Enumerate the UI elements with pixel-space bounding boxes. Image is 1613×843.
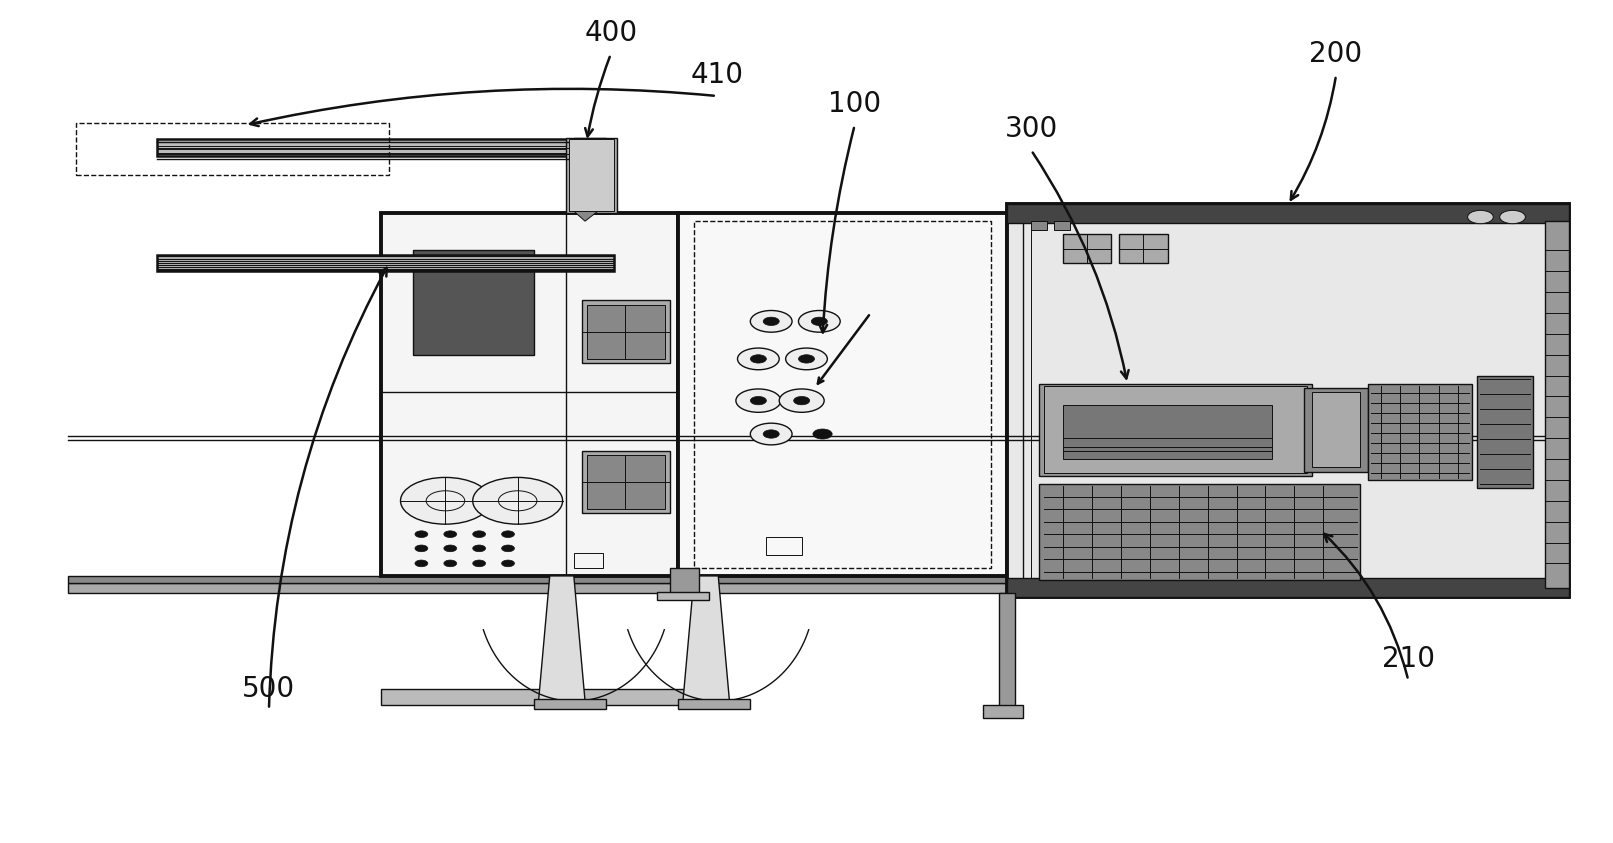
Circle shape — [502, 560, 515, 566]
Circle shape — [750, 355, 766, 363]
Bar — [1303, 388, 1368, 471]
Polygon shape — [539, 576, 586, 701]
Bar — [1044, 386, 1307, 473]
Bar — [413, 250, 534, 355]
Circle shape — [473, 560, 486, 566]
Bar — [656, 592, 708, 600]
FancyArrowPatch shape — [819, 128, 853, 332]
Circle shape — [750, 310, 792, 332]
Text: 410: 410 — [690, 61, 744, 89]
Bar — [68, 576, 1240, 583]
Circle shape — [798, 355, 815, 363]
Bar — [156, 255, 615, 271]
FancyArrowPatch shape — [1032, 153, 1129, 379]
Bar — [1119, 234, 1168, 263]
Bar — [1478, 376, 1534, 488]
Text: 100: 100 — [827, 90, 881, 118]
Bar — [982, 706, 1023, 717]
Circle shape — [415, 560, 427, 566]
Circle shape — [763, 430, 779, 438]
Bar — [76, 123, 389, 175]
Circle shape — [794, 396, 810, 405]
Bar — [587, 304, 665, 359]
Bar — [1368, 384, 1473, 480]
Circle shape — [811, 317, 827, 325]
FancyArrowPatch shape — [1290, 78, 1336, 200]
FancyArrowPatch shape — [250, 89, 715, 126]
Bar — [1039, 384, 1311, 475]
FancyArrowPatch shape — [269, 268, 387, 706]
Bar — [574, 552, 603, 567]
Bar — [534, 700, 606, 710]
Text: 500: 500 — [242, 674, 295, 702]
Bar — [1063, 234, 1111, 263]
Circle shape — [763, 317, 779, 325]
Bar — [582, 300, 669, 363]
Bar — [1039, 484, 1360, 580]
Text: 300: 300 — [1005, 115, 1058, 143]
Bar — [669, 567, 698, 597]
Circle shape — [473, 545, 486, 551]
Text: 210: 210 — [1382, 646, 1434, 674]
Circle shape — [813, 429, 832, 439]
Bar — [381, 212, 677, 576]
Bar — [1007, 205, 1569, 597]
Bar — [587, 455, 665, 509]
Bar — [1007, 578, 1569, 597]
Bar — [1007, 205, 1569, 223]
Bar — [766, 537, 802, 555]
Circle shape — [736, 389, 781, 412]
Bar — [569, 139, 615, 211]
Circle shape — [502, 545, 515, 551]
Circle shape — [1468, 211, 1494, 223]
Bar — [381, 689, 686, 706]
Circle shape — [473, 531, 486, 538]
Bar — [1311, 392, 1360, 467]
Bar — [574, 146, 610, 212]
Circle shape — [750, 396, 766, 405]
Circle shape — [779, 389, 824, 412]
Polygon shape — [574, 211, 598, 221]
Bar — [677, 700, 750, 710]
FancyArrowPatch shape — [1324, 534, 1408, 678]
Bar — [1031, 221, 1047, 229]
Circle shape — [1500, 211, 1526, 223]
Circle shape — [473, 477, 563, 524]
Bar — [68, 583, 1240, 593]
Bar — [566, 137, 618, 212]
Bar — [582, 451, 669, 513]
Bar — [1031, 217, 1545, 584]
Circle shape — [444, 560, 456, 566]
Circle shape — [444, 531, 456, 538]
Circle shape — [444, 545, 456, 551]
Bar — [574, 137, 606, 163]
Circle shape — [502, 531, 515, 538]
Bar — [1053, 221, 1069, 229]
Bar — [1023, 212, 1553, 588]
Bar — [677, 212, 1007, 576]
Bar — [1545, 221, 1569, 588]
Circle shape — [415, 531, 427, 538]
Bar — [694, 221, 990, 567]
Circle shape — [400, 477, 490, 524]
Circle shape — [737, 348, 779, 370]
Circle shape — [798, 310, 840, 332]
Circle shape — [786, 348, 827, 370]
Circle shape — [415, 545, 427, 551]
Bar — [156, 139, 582, 156]
Text: 200: 200 — [1310, 40, 1363, 68]
Bar — [1063, 405, 1273, 459]
Polygon shape — [682, 576, 729, 701]
Text: 400: 400 — [584, 19, 637, 47]
Circle shape — [750, 423, 792, 445]
FancyArrowPatch shape — [586, 56, 610, 137]
Bar — [998, 593, 1015, 710]
